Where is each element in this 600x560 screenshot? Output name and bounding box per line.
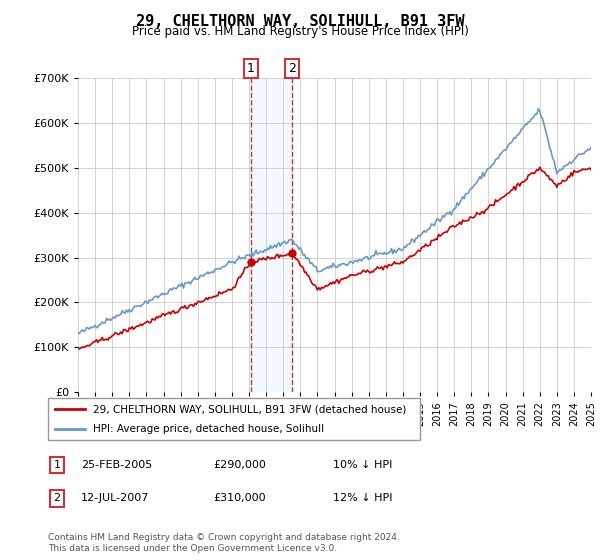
Text: £290,000: £290,000 <box>213 460 266 470</box>
Text: Price paid vs. HM Land Registry's House Price Index (HPI): Price paid vs. HM Land Registry's House … <box>131 25 469 38</box>
Text: 2: 2 <box>289 62 296 75</box>
Text: 12-JUL-2007: 12-JUL-2007 <box>81 493 149 503</box>
Text: 2: 2 <box>53 493 61 503</box>
Text: £310,000: £310,000 <box>213 493 266 503</box>
FancyBboxPatch shape <box>48 398 420 440</box>
Text: 29, CHELTHORN WAY, SOLIHULL, B91 3FW (detached house): 29, CHELTHORN WAY, SOLIHULL, B91 3FW (de… <box>92 404 406 414</box>
Text: 12% ↓ HPI: 12% ↓ HPI <box>333 493 392 503</box>
Text: 10% ↓ HPI: 10% ↓ HPI <box>333 460 392 470</box>
Text: Contains HM Land Registry data © Crown copyright and database right 2024.
This d: Contains HM Land Registry data © Crown c… <box>48 533 400 553</box>
Text: 1: 1 <box>53 460 61 470</box>
Text: HPI: Average price, detached house, Solihull: HPI: Average price, detached house, Soli… <box>92 424 324 434</box>
Text: 25-FEB-2005: 25-FEB-2005 <box>81 460 152 470</box>
Bar <box>251 78 292 392</box>
Text: 1: 1 <box>247 62 255 75</box>
Text: 29, CHELTHORN WAY, SOLIHULL, B91 3FW: 29, CHELTHORN WAY, SOLIHULL, B91 3FW <box>136 14 464 29</box>
